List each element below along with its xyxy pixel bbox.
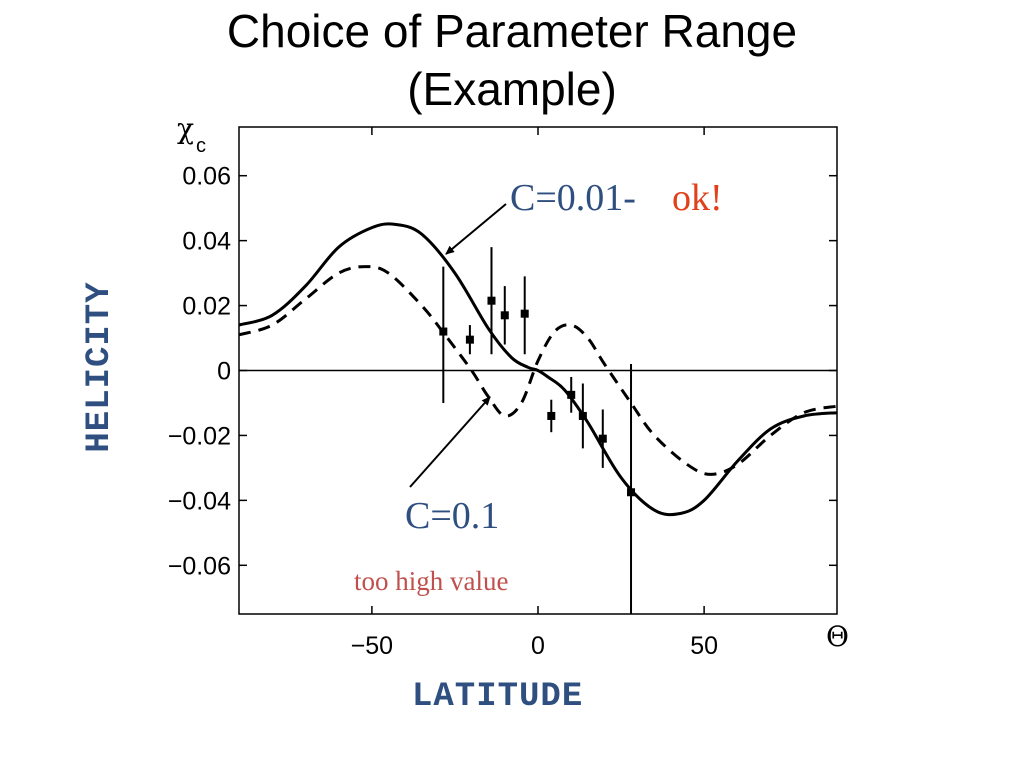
annotation-ok: ok!	[672, 177, 723, 219]
y-tick-label: 0.02	[182, 293, 231, 321]
data-point	[567, 390, 576, 399]
y-tick-label: −0.02	[168, 422, 231, 450]
tick-label-group: 0.06 0.04 0.02 0 −0.02 −0.04 −0.06 −50 0 50	[168, 163, 718, 660]
annotation-c01: C=0.1	[405, 495, 499, 537]
annotation-c001: C=0.01-	[510, 177, 636, 219]
y-axis-symbol: χ	[177, 112, 194, 145]
arrow-c001	[445, 203, 507, 255]
y-tick-label: 0.04	[182, 228, 231, 256]
slide-title: Choice of Parameter Range (Example)	[0, 2, 1024, 118]
y-axis-subscript: c	[196, 135, 206, 157]
data-point	[547, 411, 556, 420]
x-axis-symbol: Θ	[826, 620, 849, 653]
data-point	[627, 488, 636, 497]
x-tick-label: 50	[690, 632, 718, 660]
y-tick-label: −0.04	[168, 487, 231, 515]
data-point	[598, 434, 607, 443]
annotation-too-high: too high value	[354, 566, 508, 596]
data-point	[578, 411, 587, 420]
y-tick-label: 0	[217, 358, 231, 386]
dashed-curve	[238, 265, 838, 476]
data-point	[439, 327, 448, 336]
arrow-c01	[409, 396, 491, 488]
data-point-group	[439, 247, 636, 614]
data-point	[520, 309, 529, 318]
x-tick-label: −50	[351, 632, 393, 660]
y-tick-label: −0.06	[168, 552, 231, 580]
y-tick-label: 0.06	[182, 163, 231, 191]
curve-group	[238, 222, 838, 517]
title-line-2: (Example)	[407, 63, 617, 115]
x-tick-label: 0	[531, 632, 545, 660]
data-point	[500, 311, 509, 320]
latitude-label: LATITUDE	[412, 678, 584, 716]
solid-curve	[238, 222, 838, 517]
data-point	[487, 296, 496, 305]
data-point	[465, 335, 474, 344]
title-line-1: Choice of Parameter Range	[226, 5, 798, 57]
